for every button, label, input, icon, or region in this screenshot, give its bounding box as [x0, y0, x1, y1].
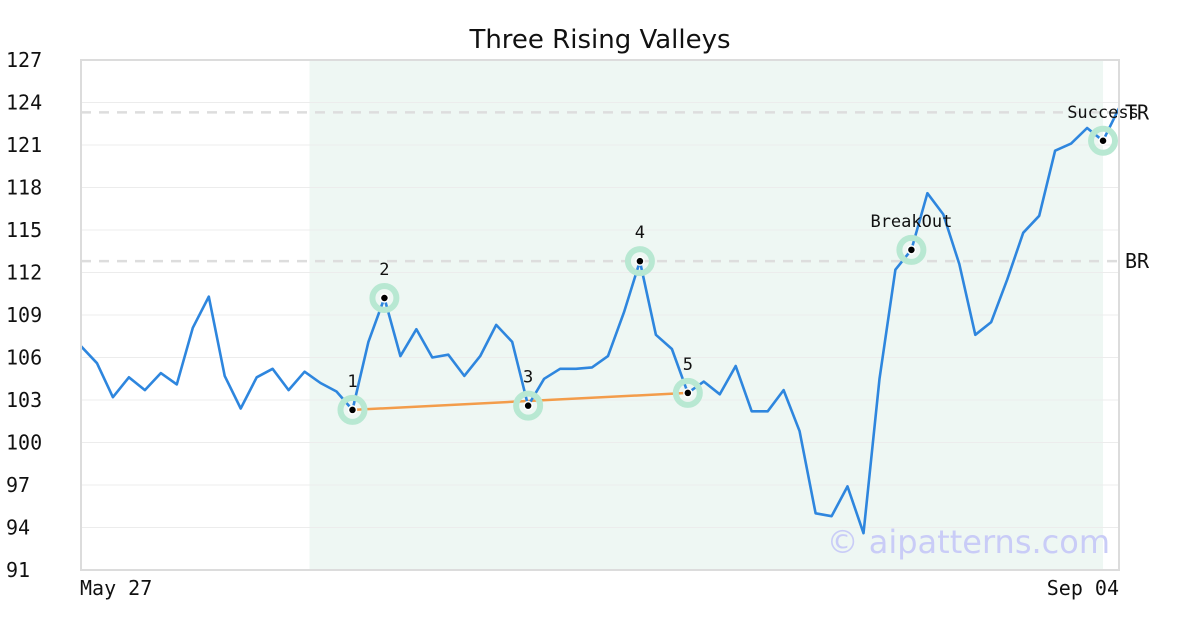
point-halo-4 [624, 246, 655, 277]
point-halo-3 [513, 390, 544, 421]
point-dot-3 [523, 400, 533, 411]
y-tick-label: 124 [6, 91, 42, 115]
pattern-points: 1 2 3 4 5 BreakOut Success [337, 103, 1139, 425]
x-tick-end: Sep 04 [1047, 576, 1119, 600]
y-tick-label: 106 [6, 346, 42, 370]
y-tick-label: 115 [6, 218, 42, 242]
point-dot-2 [379, 293, 390, 303]
y-tick-label: 94 [6, 516, 30, 540]
series-line [80, 107, 1121, 535]
y-tick-label: 91 [6, 558, 30, 582]
x-tick-start: May 27 [80, 576, 152, 600]
y-tick-label: 127 [6, 48, 42, 72]
point-label-breakout: BreakOut [870, 212, 952, 232]
point-label-4: 4 [635, 223, 645, 243]
point-halo-1 [337, 394, 368, 425]
point-dot-1 [347, 405, 358, 415]
level-label-tr: TR [1125, 100, 1150, 124]
level-label-br: BR [1125, 249, 1150, 273]
point-halo-5 [672, 377, 703, 408]
point-dot-4 [635, 256, 645, 266]
point-halo-breakout [896, 234, 927, 265]
y-tick-label: 112 [6, 261, 42, 285]
point-dot-breakout [906, 245, 917, 255]
price-series [80, 107, 1121, 535]
level-lines: TR BR [81, 100, 1150, 273]
point-dot-5 [683, 388, 693, 398]
point-label-success: Success [1067, 103, 1139, 123]
point-label-5: 5 [683, 355, 693, 375]
plot-frame [80, 59, 1120, 571]
y-tick-label: 103 [6, 388, 42, 412]
point-label-2: 2 [379, 260, 389, 280]
y-tick-label: 97 [6, 473, 30, 497]
y-tick-label: 121 [6, 133, 42, 157]
point-halo-2 [369, 283, 400, 313]
watermark: © aipatterns.com [827, 523, 1110, 561]
y-tick-label: 118 [6, 176, 42, 200]
point-dot-success [1098, 136, 1108, 146]
chart-title: Three Rising Valleys [468, 25, 730, 55]
y-tick-label: 109 [6, 303, 42, 327]
point-halo-success [1088, 125, 1119, 156]
y-axis: 91 94 97 100 103 106 109 112 115 118 121 124 127 [6, 48, 42, 582]
point-label-1: 1 [347, 372, 357, 392]
y-tick-label: 100 [6, 431, 42, 455]
point-label-3: 3 [523, 368, 533, 388]
grid-lines [81, 59, 1119, 571]
